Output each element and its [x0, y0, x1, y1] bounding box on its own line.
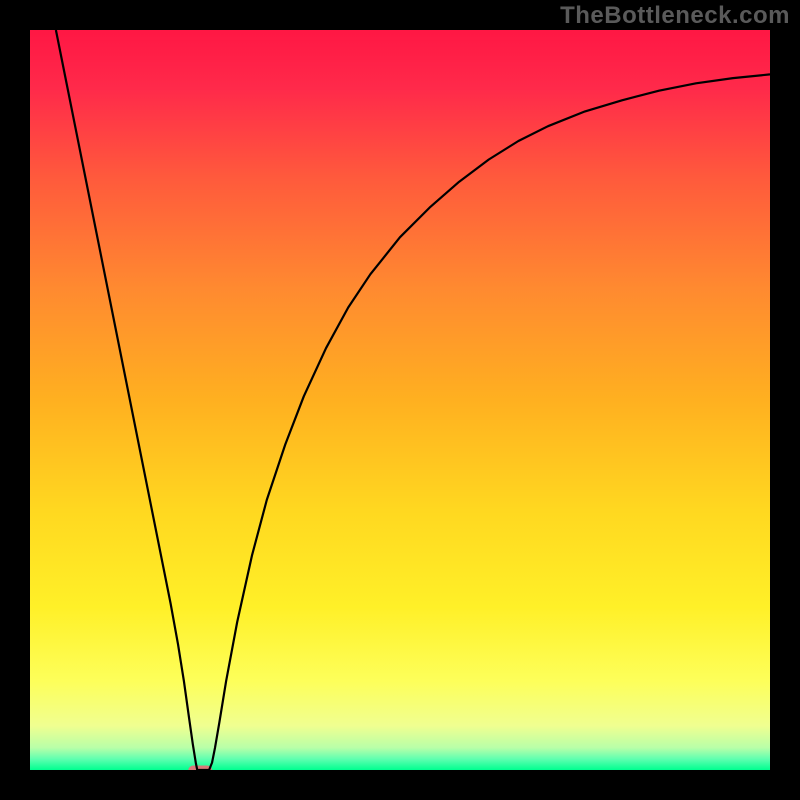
plot-area: [30, 30, 770, 770]
gradient-background: [30, 30, 770, 770]
chart-svg: [30, 30, 770, 770]
chart-container: TheBottleneck.com: [0, 0, 800, 800]
watermark-label: TheBottleneck.com: [560, 2, 790, 30]
